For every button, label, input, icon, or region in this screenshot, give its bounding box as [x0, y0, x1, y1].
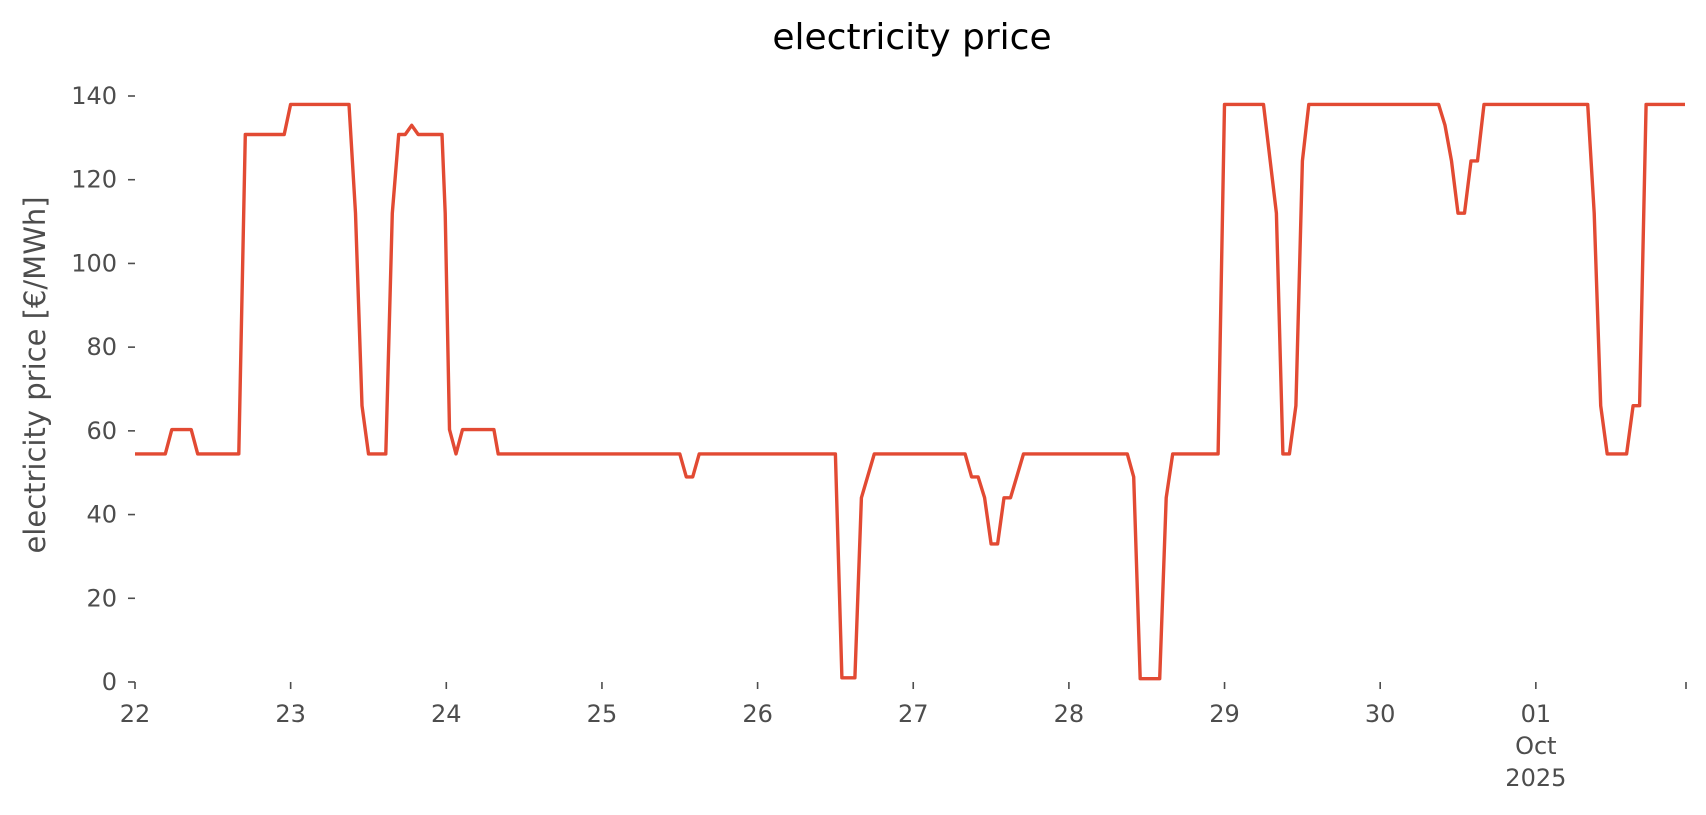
x-tick-label: Oct — [1515, 732, 1557, 760]
chart-title: electricity price — [772, 17, 1051, 58]
x-tick-label: 01 — [1521, 700, 1552, 728]
y-tick-label: 100 — [71, 249, 117, 277]
y-tick-label: 60 — [86, 417, 117, 445]
x-tick-label: 26 — [742, 700, 773, 728]
x-tick-label: 29 — [1209, 700, 1240, 728]
x-tick-label: 23 — [275, 700, 306, 728]
y-tick-label: 140 — [71, 82, 117, 110]
y-axis: 0 20 40 60 80 100 120 140 — [71, 82, 135, 696]
x-tick-label: 22 — [120, 700, 151, 728]
x-axis: 22 23 24 25 26 27 28 29 30 01 Oct 2025 — [120, 682, 1687, 792]
price-line — [135, 102, 1685, 681]
y-tick-label: 20 — [86, 584, 117, 612]
y-tick-label: 120 — [71, 166, 117, 194]
x-tick-label: 24 — [431, 700, 462, 728]
y-axis-label: electricity price [€/MWh] — [18, 196, 52, 553]
x-tick-label: 27 — [898, 700, 929, 728]
x-tick-label: 28 — [1054, 700, 1085, 728]
y-tick-label: 80 — [86, 333, 117, 361]
y-tick-label: 40 — [86, 501, 117, 529]
x-tick-label: 2025 — [1505, 764, 1566, 792]
x-tick-label: 30 — [1365, 700, 1396, 728]
x-tick-label: 25 — [587, 700, 618, 728]
y-tick-label: 0 — [102, 668, 117, 696]
